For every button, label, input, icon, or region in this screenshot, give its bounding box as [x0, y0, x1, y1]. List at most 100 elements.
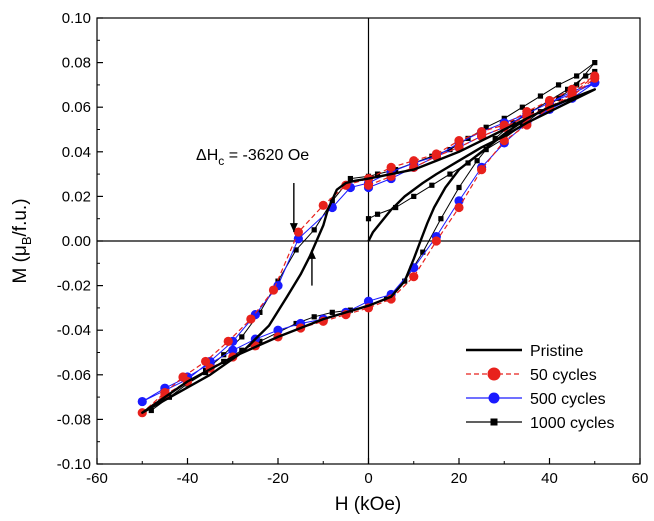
- data-point: [411, 193, 417, 199]
- annotation-sub: c: [218, 154, 224, 168]
- data-point: [583, 73, 589, 79]
- data-point: [492, 135, 498, 142]
- data-point: [311, 314, 317, 320]
- data-point: [239, 334, 245, 340]
- y-tick-label: 0.00: [62, 233, 91, 250]
- data-point: [447, 171, 453, 177]
- legend-swatch-marker: [487, 367, 501, 381]
- y-axis-title-mu: μ: [10, 245, 31, 256]
- series-layer: [137, 60, 600, 418]
- arrow: [307, 249, 316, 286]
- y-tick-label: -0.06: [57, 367, 91, 384]
- data-point: [431, 236, 441, 246]
- arrow: [289, 183, 298, 233]
- legend-item-50-cycles: 50 cycles: [466, 367, 597, 384]
- annotation-arrows: [289, 183, 316, 286]
- x-tick-label: 20: [451, 470, 468, 487]
- coercivity-annotation: ΔHc = -3620 Oe: [196, 147, 309, 168]
- data-point: [365, 216, 372, 222]
- y-tick-label: 0.06: [62, 99, 91, 116]
- x-tick-label: 60: [632, 470, 649, 487]
- legend-label: Pristine: [530, 343, 583, 360]
- data-point: [477, 165, 487, 175]
- data-point: [329, 309, 335, 315]
- legend-item-1000-cycles: 1000 cycles: [466, 415, 615, 432]
- data-point: [311, 227, 317, 233]
- annotation-value: = -3620 Oe: [224, 147, 309, 164]
- legend-label: 1000 cycles: [530, 415, 615, 432]
- data-point: [483, 124, 489, 130]
- data-point: [221, 352, 227, 358]
- data-point: [592, 60, 598, 66]
- data-point: [273, 325, 283, 335]
- data-point: [374, 211, 381, 217]
- data-point: [555, 82, 562, 88]
- legend-label: 50 cycles: [530, 367, 597, 384]
- data-point: [567, 84, 577, 94]
- x-axis-title: H (kOe): [335, 494, 402, 515]
- arrow-head: [307, 249, 316, 259]
- data-point: [456, 184, 462, 191]
- series-line-pristine: [141, 88, 596, 414]
- data-point: [574, 82, 580, 88]
- data-point: [318, 200, 328, 210]
- legend-swatch-marker: [488, 392, 500, 404]
- data-point: [431, 149, 441, 159]
- x-tick-label: -40: [177, 470, 199, 487]
- data-point: [590, 73, 600, 83]
- legend-swatch-marker: [490, 418, 498, 426]
- y-tick-label: 0.08: [62, 55, 91, 72]
- data-point: [454, 136, 464, 146]
- y-tick-label: -0.10: [57, 456, 91, 473]
- data-point: [420, 249, 426, 255]
- y-tick-label: 0.02: [62, 188, 91, 205]
- data-point: [293, 227, 303, 237]
- data-point: [228, 345, 238, 355]
- y-tick-label: 0.04: [62, 144, 91, 161]
- data-point: [201, 356, 211, 367]
- data-point: [519, 104, 525, 110]
- y-ticks: -0.10 -0.08 -0.06 -0.04 -0.02 0.00 0.02 0.04 0.0…: [57, 10, 103, 473]
- data-point: [363, 180, 374, 190]
- data-point: [393, 204, 399, 211]
- legend-item-500-cycles: 500 cycles: [466, 391, 606, 408]
- data-point: [447, 146, 453, 153]
- data-point: [246, 314, 256, 324]
- y-tick-label: 0.10: [62, 10, 91, 27]
- data-point: [429, 182, 435, 188]
- data-point: [148, 407, 154, 414]
- y-axis-title-main: M (: [10, 255, 31, 283]
- data-point: [268, 285, 279, 295]
- y-tick-label: -0.02: [57, 278, 91, 295]
- data-point: [438, 216, 444, 222]
- data-point: [409, 156, 419, 166]
- y-axis-title-sub: B: [19, 236, 34, 245]
- data-point: [239, 347, 245, 353]
- data-point: [293, 234, 303, 244]
- arrow-head: [289, 223, 298, 233]
- data-point: [223, 336, 233, 346]
- annotation-prefix: ΔH: [196, 147, 218, 164]
- y-tick-label: -0.04: [57, 322, 91, 339]
- y-tick-label: -0.08: [57, 411, 91, 428]
- x-tick-label: -20: [267, 470, 289, 487]
- x-tick-label: 0: [364, 470, 372, 487]
- data-point: [454, 196, 464, 206]
- data-point: [293, 247, 299, 253]
- y-axis-title: M (μB/f.u.): [10, 198, 34, 283]
- series-pristine: [141, 88, 596, 414]
- x-tick-label: -60: [86, 470, 108, 487]
- data-point: [454, 202, 464, 213]
- x-ticks: -60 -40 -20 0 20 40 60: [86, 458, 648, 487]
- legend-label: 500 cycles: [530, 391, 606, 408]
- data-point: [160, 390, 170, 400]
- data-point: [522, 107, 532, 117]
- legend-item-pristine: Pristine: [466, 343, 583, 360]
- y-axis-title-tail: /f.u.): [10, 198, 31, 236]
- data-point: [409, 272, 419, 282]
- data-point: [510, 120, 516, 126]
- data-point: [477, 127, 487, 137]
- legend: Pristine 50 cycles 500 cycles 1000 cycles: [466, 343, 615, 432]
- x-tick-label: 40: [541, 470, 558, 487]
